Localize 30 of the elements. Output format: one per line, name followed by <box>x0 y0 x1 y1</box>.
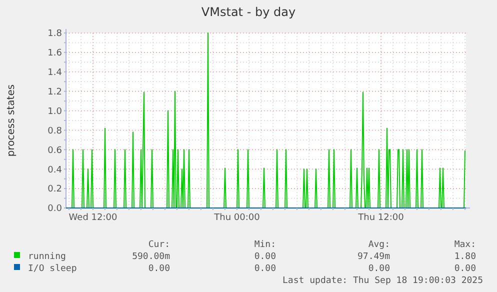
text: 590.00m <box>132 252 170 262</box>
y-tick-label: 1.4 <box>48 68 62 78</box>
text: Min: <box>254 240 276 250</box>
y-tick-label: 1.6 <box>48 48 62 59</box>
y-tick-label: 1.8 <box>48 29 62 40</box>
y-tick-label: 0.0 <box>48 204 62 214</box>
text: Cur: <box>148 240 170 250</box>
y-tick-label: 1.0 <box>48 106 62 117</box>
x-tick-label: Wed 12:00 <box>68 213 118 223</box>
y-tick-label: 0.6 <box>48 146 62 156</box>
text: 97.49m <box>357 252 390 262</box>
text: 0.00 <box>454 264 476 274</box>
text: Max: <box>454 240 476 250</box>
y-tick-label: 0.4 <box>48 165 62 176</box>
y-tick-label: 0.8 <box>48 126 62 136</box>
y-tick-label: 0.2 <box>48 184 62 195</box>
y-tick-label: 1.2 <box>48 87 62 98</box>
legend-label: running <box>28 252 66 262</box>
text: 0.00 <box>368 264 390 274</box>
legend-label: I/O sleep <box>28 264 77 274</box>
text: Last update: Thu Sep 18 19:00:03 2025 <box>282 276 483 286</box>
y-axis-title: process states <box>6 84 17 157</box>
chart-title: VMstat - by day <box>201 5 296 19</box>
text: 0.00 <box>148 264 170 274</box>
text: 1.80 <box>454 252 476 262</box>
text: Avg: <box>368 240 390 250</box>
text: 0.00 <box>254 252 276 262</box>
text: 0.00 <box>254 264 276 274</box>
x-tick-label: Thu 00:00 <box>213 213 260 223</box>
x-tick-label: Thu 12:00 <box>357 213 404 223</box>
